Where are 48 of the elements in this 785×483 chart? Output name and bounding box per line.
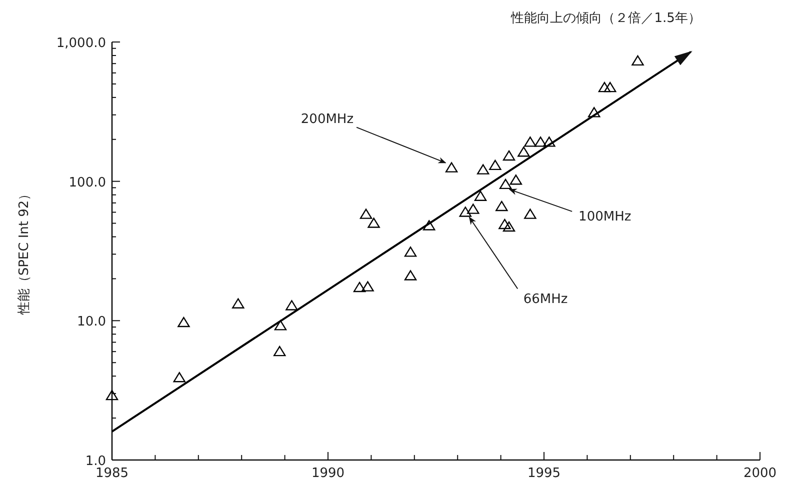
annotation: 66MHz [523,292,568,308]
point [502,150,516,161]
point [353,282,366,292]
y-tick-label: 10.0 [77,314,106,330]
point [368,218,380,228]
point [274,346,286,356]
point [499,178,512,190]
point [510,174,522,185]
point [524,208,536,219]
point [604,82,616,92]
point [459,206,472,217]
point [360,208,372,219]
point [404,270,417,280]
point [178,316,190,328]
point [274,320,287,330]
y-tick-label: 1,000.0 [56,36,106,51]
y-tick-label: 1.0 [85,454,106,469]
point [632,55,644,66]
point [534,136,547,147]
point [445,162,458,172]
point [467,204,480,214]
point [173,372,186,382]
point [518,146,530,157]
point [232,298,244,308]
point [496,200,508,212]
annotation: 200MHz [300,112,354,127]
point [588,107,600,118]
point [362,281,374,292]
point [598,82,611,92]
y-axis-title: 性能（SPEC Int 92） [17,187,32,316]
x-tick-label: 1985 [95,466,129,481]
point [286,300,298,310]
x-tick-label: 1995 [527,466,561,481]
text: 性能向上の傾向（２倍／1.5年） [510,10,701,26]
point [524,136,536,147]
x-tick-label: 1990 [311,466,345,481]
annotation: 100MHz [578,209,632,224]
point [106,390,118,400]
point [498,218,511,230]
point [476,164,490,174]
point [404,246,417,257]
point [543,136,556,147]
point [489,160,502,170]
x-tick-label: 2000 [743,466,777,481]
point [422,220,436,230]
point [502,221,516,232]
y-tick-label: 100.0 [68,175,106,190]
point [474,190,487,201]
